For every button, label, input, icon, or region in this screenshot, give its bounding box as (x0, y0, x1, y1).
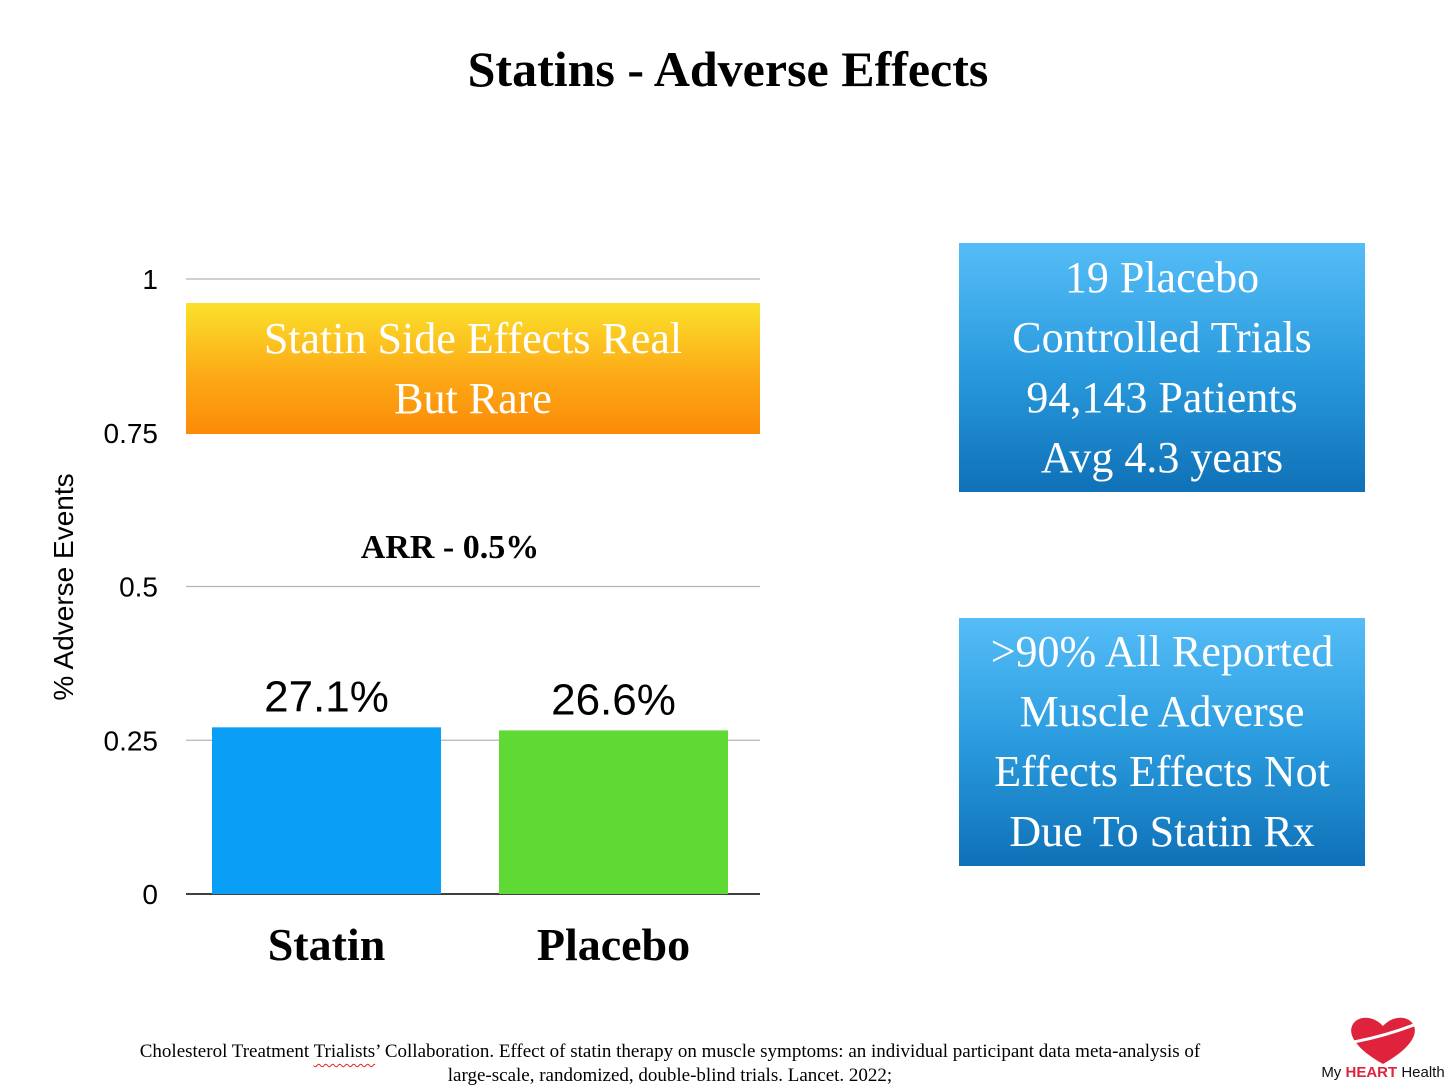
y-tick-label: 0.75 (104, 418, 159, 449)
y-tick-label: 0.5 (119, 572, 158, 603)
chart-title: Statins - Adverse Effects (467, 41, 989, 97)
side-effects-banner: Statin Side Effects Real But Rare (186, 303, 760, 434)
heart-icon (1341, 1017, 1427, 1064)
data-labels: 27.1% 26.6% (264, 672, 676, 724)
info-line: Due To Statin Rx (1009, 807, 1315, 856)
citation-text: Cholesterol Treatment (139, 1041, 314, 1062)
info-line: 94,143 Patients (1026, 372, 1298, 422)
citation-text: ’ Collaboration. Effect of statin therap… (375, 1041, 1201, 1062)
logo-text-suffix: Health (1401, 1064, 1445, 1081)
trials-info-box: 19 Placebo Controlled Trials 94,143 Pati… (959, 243, 1365, 492)
logo-text-prefix: My (1321, 1064, 1342, 1081)
category-label: Placebo (537, 919, 690, 970)
info-line: >90% All Reported (990, 627, 1334, 676)
info-line: Avg 4.3 years (1040, 432, 1284, 482)
bar-placebo (499, 730, 728, 894)
my-heart-health-logo: My HEART Health (1318, 1010, 1448, 1085)
bars (212, 727, 728, 894)
info-line: Muscle Adverse (1019, 687, 1305, 736)
x-category-labels: Statin Placebo (268, 919, 690, 970)
logo-text: My HEART Health (1318, 1064, 1448, 1081)
y-tick-label: 0.25 (104, 725, 159, 756)
category-label: Statin (268, 919, 386, 970)
y-ticks: 0 0.25 0.5 0.75 1 (104, 264, 159, 910)
citation-text: large-scale, randomized, double-blind tr… (447, 1065, 893, 1086)
info-line: Effects Effects Not (994, 747, 1330, 796)
y-tick-label: 0 (142, 879, 158, 910)
y-tick-label: 1 (142, 264, 158, 295)
data-label: 27.1% (264, 672, 389, 721)
logo-text-highlight: HEART (1345, 1064, 1398, 1081)
y-axis-label: % Adverse Events (48, 473, 79, 700)
info-line: 19 Placebo (1064, 252, 1260, 302)
citation-text: Trialists (313, 1041, 376, 1062)
data-label: 26.6% (551, 675, 676, 724)
banner-line: Statin Side Effects Real (263, 313, 683, 363)
bar-statin (212, 727, 441, 894)
arr-annotation: ARR - 0.5% (361, 529, 539, 566)
citation: Cholesterol Treatment Trialists’ Collabo… (60, 1040, 1280, 1088)
info-line: Controlled Trials (1012, 312, 1312, 362)
banner-line: But Rare (394, 373, 552, 423)
muscle-effects-info-box: >90% All Reported Muscle Adverse Effects… (959, 618, 1365, 866)
